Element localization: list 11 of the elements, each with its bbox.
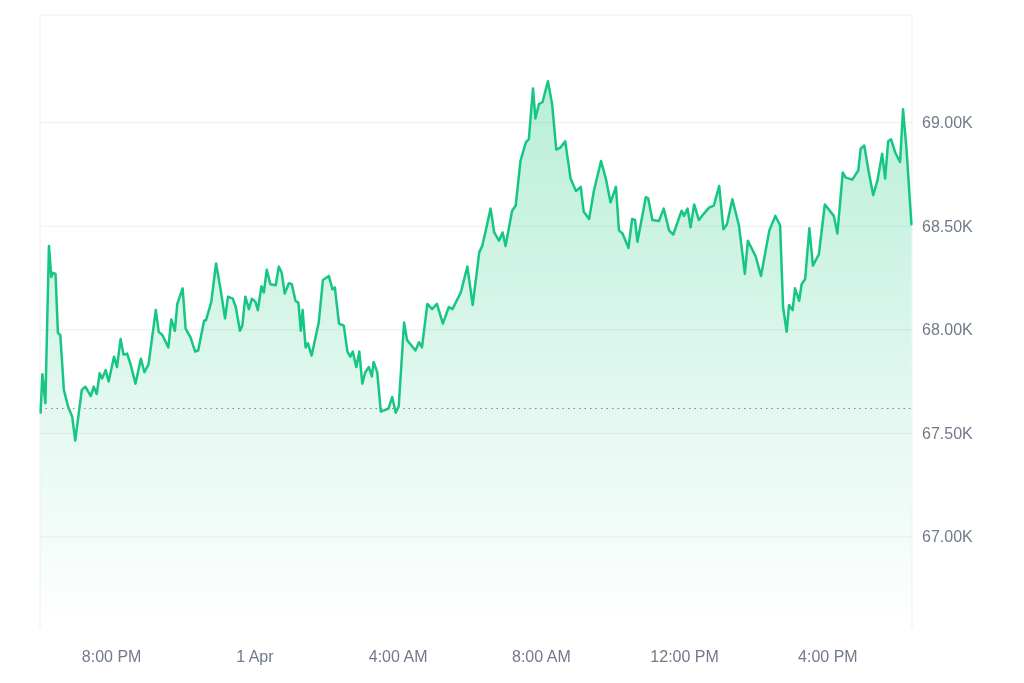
- y-tick-label: 67.00K: [922, 528, 974, 546]
- y-tick-label: 68.00K: [922, 321, 974, 339]
- y-tick-label: 67.50K: [922, 424, 974, 442]
- x-tick-label: 4:00 PM: [798, 648, 858, 665]
- y-tick-label: 69.00K: [922, 114, 974, 132]
- x-tick-label: 8:00 PM: [81, 648, 142, 665]
- x-tick-label: 8:00 AM: [512, 648, 571, 665]
- x-tick-label: 1 Apr: [236, 648, 275, 665]
- x-tick-label: 12:00 PM: [650, 648, 719, 665]
- y-tick-label: 68.50K: [922, 217, 974, 235]
- x-tick-label: 4:00 AM: [368, 648, 428, 665]
